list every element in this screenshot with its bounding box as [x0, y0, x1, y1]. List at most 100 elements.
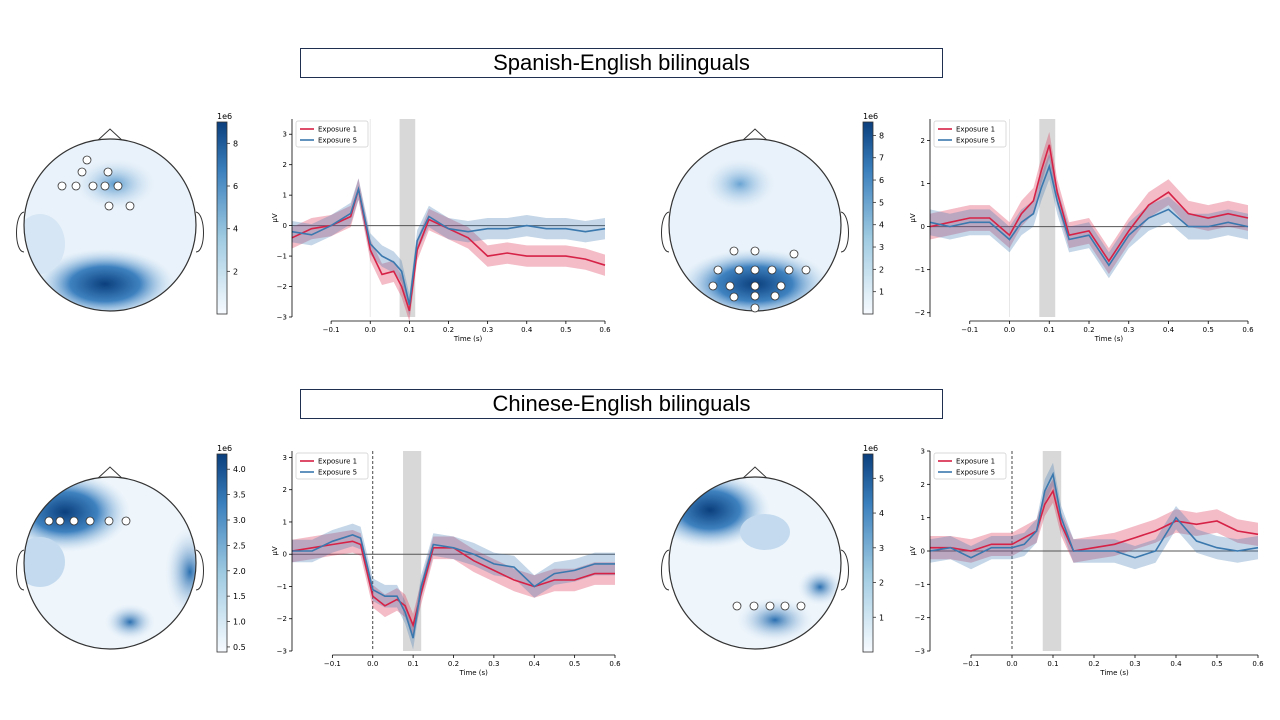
ci-band-exposure-5 — [930, 462, 1258, 570]
colorbar-tick-label: 4 — [879, 509, 884, 518]
x-axis-label: Time (s) — [458, 669, 488, 677]
group-title-chinese: Chinese-English bilinguals — [300, 389, 943, 419]
x-tick-label: 0.1 — [1044, 326, 1055, 334]
x-axis-label: Time (s) — [453, 335, 483, 343]
legend-label-exposure-5: Exposure 5 — [318, 137, 357, 145]
y-tick-label: −3 — [277, 648, 287, 656]
series-line-exposure-1 — [929, 144, 1249, 263]
y-tick-label: −1 — [277, 253, 287, 261]
y-tick-label: 1 — [921, 180, 925, 188]
colorbar-tick-label: 2 — [233, 267, 238, 276]
y-tick-label: −3 — [277, 314, 287, 322]
x-tick-label: 0.0 — [1006, 660, 1017, 668]
y-tick-label: 2 — [921, 481, 925, 489]
colorbar-tick-label: 1.5 — [233, 592, 246, 601]
x-tick-label: 0.4 — [1163, 326, 1175, 334]
y-tick-label: −2 — [277, 615, 287, 623]
colorbar-tick-label: 4 — [879, 221, 884, 230]
colorbar-tick-label: 3 — [879, 243, 884, 252]
x-tick-label: 0.3 — [482, 326, 493, 334]
y-tick-label: −3 — [915, 648, 925, 656]
legend-label-exposure-5: Exposure 5 — [318, 469, 357, 477]
y-tick-label: −1 — [277, 583, 287, 591]
x-tick-label: 0.3 — [488, 660, 499, 668]
colorbar-tick-label: 6 — [879, 176, 884, 185]
series-line-exposure-5 — [291, 186, 606, 305]
legend-label-exposure-1: Exposure 1 — [956, 126, 995, 134]
x-tick-label: 0.6 — [1242, 326, 1254, 334]
colorbar-tick-label: 2 — [879, 265, 884, 274]
x-tick-label: −0.1 — [323, 326, 340, 334]
y-tick-label: 2 — [283, 161, 287, 169]
colorbar-tick-label: 2 — [879, 579, 884, 588]
topomap-chinese-1 — [16, 466, 204, 650]
x-axis-label: Time (s) — [1094, 335, 1124, 343]
x-tick-label: 0.6 — [609, 660, 621, 668]
x-tick-label: 0.2 — [1083, 326, 1094, 334]
colorbar-tick-label: 4.0 — [233, 465, 246, 474]
highlight-window — [1039, 119, 1056, 317]
legend-label-exposure-1: Exposure 1 — [318, 126, 357, 134]
x-tick-label: −0.1 — [961, 326, 978, 334]
series-line-exposure-5 — [929, 163, 1249, 267]
topomap-spanish-1 — [16, 128, 204, 312]
erp-chart-spanish-2: −0.1 0.0 0.1 0.2 0.3 0.4 0.5 0.6 −2 −1 0 1 2 Time (s)… — [909, 119, 1254, 343]
colorbar-gradient — [216, 453, 228, 653]
colorbar-tick-label: 6 — [233, 182, 238, 191]
y-axis-label: µV — [909, 213, 917, 222]
y-tick-label: 1 — [921, 514, 925, 522]
y-tick-label: 0 — [921, 223, 925, 231]
colorbar-tick-label: 3.5 — [233, 491, 246, 500]
x-tick-label: 0.5 — [1211, 660, 1222, 668]
y-tick-label: −2 — [915, 309, 925, 317]
x-tick-label: 0.2 — [443, 326, 454, 334]
x-tick-label: 0.5 — [1203, 326, 1214, 334]
group-title-spanish: Spanish-English bilinguals — [300, 48, 943, 78]
y-tick-label: −1 — [915, 266, 925, 274]
x-axis-label: Time (s) — [1099, 669, 1129, 677]
y-tick-label: −2 — [277, 283, 287, 291]
ci-band-exposure-5 — [292, 523, 615, 650]
colorbar-tick-label: 0.5 — [233, 643, 246, 652]
x-tick-label: 0.1 — [404, 326, 415, 334]
colorbar-gradient — [862, 453, 874, 653]
erp-chart-chinese-2: −0.1 0.0 0.1 0.2 0.3 0.4 0.5 0.6 −3 −2 −1 0 1 2 3 Time … — [909, 448, 1264, 678]
x-tick-label: 0.0 — [367, 660, 378, 668]
y-tick-label: 0 — [921, 548, 925, 556]
ci-band-exposure-1 — [292, 178, 605, 322]
y-tick-label: 3 — [283, 454, 287, 462]
y-tick-label: 1 — [283, 518, 287, 526]
y-axis-label: µV — [909, 546, 917, 555]
erp-chart-spanish-1: −0.1 0.0 0.1 0.2 0.3 0.4 0.5 0.6 −3 −2 −1 0 1 2 3 Time … — [271, 119, 611, 343]
colorbar-exponent: 1e6 — [217, 444, 232, 453]
y-axis-label: µV — [271, 546, 279, 555]
y-tick-label: 1 — [283, 192, 287, 200]
y-tick-label: 0 — [283, 551, 287, 559]
x-tick-label: 0.6 — [1252, 660, 1264, 668]
topomap-chinese-2 — [661, 466, 849, 650]
x-tick-label: 0.4 — [529, 660, 541, 668]
x-tick-label: 0.2 — [448, 660, 459, 668]
legend-label-exposure-1: Exposure 1 — [956, 458, 995, 466]
y-tick-label: −1 — [915, 581, 925, 589]
x-tick-label: 0.3 — [1129, 660, 1140, 668]
x-tick-label: 0.4 — [521, 326, 533, 334]
ci-band-exposure-1 — [930, 479, 1258, 563]
ci-band-exposure-1 — [930, 131, 1248, 274]
series-line-exposure-5 — [929, 471, 1259, 559]
colorbar-chinese-1: 1e6 0.5 1.0 1.5 2.0 2.5 3.0 3.5 4.0 — [216, 444, 246, 653]
colorbar-tick-label: 5 — [879, 198, 884, 207]
legend-label-exposure-1: Exposure 1 — [318, 458, 357, 466]
y-tick-label: −2 — [915, 614, 925, 622]
colorbar-tick-label: 5 — [879, 474, 884, 483]
x-tick-label: 0.3 — [1123, 326, 1134, 334]
x-tick-label: 0.4 — [1170, 660, 1182, 668]
legend-label-exposure-5: Exposure 5 — [956, 469, 995, 477]
colorbar-tick-label: 2.0 — [233, 567, 246, 576]
colorbar-tick-label: 7 — [879, 154, 884, 163]
colorbar-gradient — [862, 121, 874, 315]
x-tick-label: −0.1 — [963, 660, 980, 668]
erp-chart-chinese-1: −0.1 0.0 0.1 0.2 0.3 0.4 0.5 0.6 −3 −2 −1 0 1 2 3 Time … — [271, 451, 621, 677]
colorbar-tick-label: 8 — [879, 131, 884, 140]
series-line-exposure-1 — [291, 540, 615, 628]
